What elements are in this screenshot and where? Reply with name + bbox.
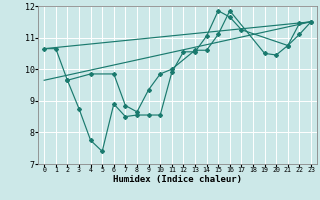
X-axis label: Humidex (Indice chaleur): Humidex (Indice chaleur)	[113, 175, 242, 184]
